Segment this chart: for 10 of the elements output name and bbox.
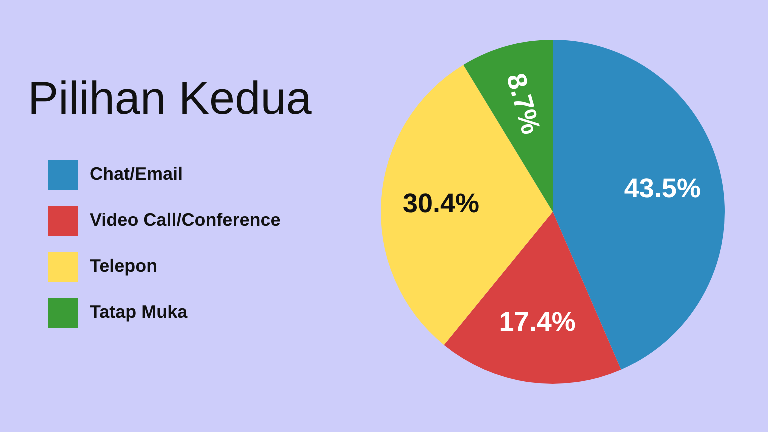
data-label: 17.4%	[499, 306, 576, 337]
data-label: 43.5%	[624, 173, 701, 204]
legend-label: Video Call/Conference	[90, 210, 281, 230]
legend-label: Tatap Muka	[90, 302, 189, 322]
data-label: 30.4%	[402, 188, 480, 218]
pie-slice	[444, 212, 622, 384]
text: Pilihan Kedua	[28, 72, 312, 124]
legend-label: Telepon	[90, 256, 158, 276]
data-label: 8.7%	[500, 70, 546, 138]
legend-label: Chat/Email	[90, 164, 184, 184]
